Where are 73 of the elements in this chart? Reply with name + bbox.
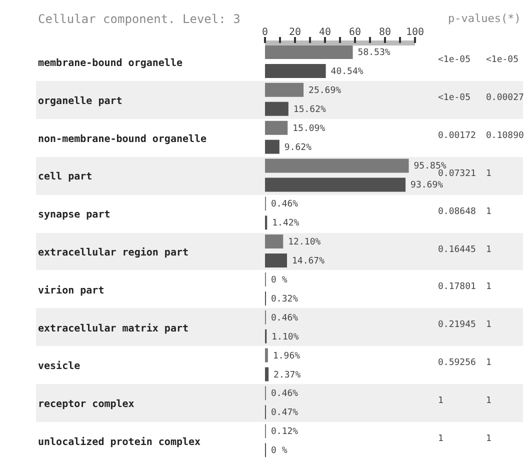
- x-tick-label: 40: [318, 27, 332, 38]
- text: <1e-05: [486, 54, 519, 65]
- text: 0.07321: [438, 168, 476, 179]
- data-label: 1.42%: [272, 218, 300, 229]
- data-label: 58.53%: [358, 48, 391, 58]
- bar: [265, 254, 288, 268]
- y-tick-label: virion part: [38, 284, 104, 296]
- data-label: 9.62%: [284, 142, 312, 153]
- text: 1: [486, 320, 492, 330]
- data-label: 0.12%: [271, 427, 299, 438]
- text: <1e-05: [438, 92, 471, 103]
- y-tick-label: receptor complex: [38, 399, 134, 410]
- data-label: 93.69%: [410, 180, 444, 191]
- bar: [265, 348, 268, 362]
- text: 0.17801: [438, 282, 476, 292]
- bar: [265, 64, 326, 78]
- bar: [265, 102, 288, 116]
- bar: [265, 158, 409, 173]
- text: 0.21945: [438, 320, 476, 330]
- data-label: 0 %: [271, 446, 288, 456]
- text: 0.59256: [438, 358, 476, 368]
- data-label: 0.46%: [271, 389, 299, 400]
- text: 0.08648: [438, 206, 476, 217]
- data-label: 1.96%: [272, 351, 301, 362]
- text: 1: [438, 434, 444, 444]
- x-tick-label: 20: [288, 27, 302, 38]
- y-tick-label: extracellular matrix part: [38, 322, 189, 334]
- data-label: 0.46%: [271, 313, 299, 324]
- text: 1: [486, 244, 492, 254]
- bar: [265, 178, 406, 192]
- data-label: 0 %: [271, 275, 288, 286]
- bar: [265, 234, 284, 249]
- x-tick-label: 80: [378, 27, 392, 38]
- bar: [265, 120, 288, 135]
- bar: [265, 140, 280, 154]
- data-label: 0.32%: [271, 294, 299, 304]
- text: 1: [486, 282, 492, 292]
- data-label: 40.54%: [330, 67, 364, 77]
- data-label: 25.69%: [308, 86, 342, 96]
- text: 0.10890: [486, 130, 524, 141]
- y-tick-label: membrane-bound organelle: [38, 58, 182, 69]
- bar: [265, 82, 304, 97]
- y-tick-label: vesicle: [38, 360, 80, 372]
- text: 1: [438, 396, 444, 406]
- text: 1: [486, 206, 492, 217]
- text: p-values(*): [448, 12, 521, 25]
- data-label: 15.62%: [293, 104, 327, 115]
- y-tick-label: cell part: [38, 172, 92, 183]
- data-label: 0.46%: [271, 200, 299, 210]
- bar: [265, 367, 269, 382]
- text: 1: [486, 168, 492, 179]
- x-tick-label: 60: [348, 27, 362, 38]
- data-label: 12.10%: [288, 238, 322, 248]
- y-tick-label: synapse part: [38, 210, 110, 221]
- x-tick-label: 0: [262, 27, 268, 38]
- text: 1: [486, 358, 492, 368]
- data-label: 15.09%: [292, 124, 326, 134]
- y-tick-label: non-membrane-bound organelle: [38, 134, 207, 145]
- data-label: 1.10%: [272, 332, 300, 342]
- y-tick-label: extracellular region part: [38, 246, 189, 258]
- x-tick-label: 100: [406, 27, 424, 38]
- data-label: 0.47%: [271, 408, 299, 418]
- text: 1: [486, 396, 492, 406]
- y-tick-label: organelle part: [38, 96, 122, 107]
- text: 0.16445: [438, 244, 476, 254]
- data-label: 2.37%: [274, 370, 302, 380]
- text: 0.00172: [438, 130, 476, 141]
- text: 1: [486, 434, 492, 444]
- y-tick-label: unlocalized protein complex: [38, 436, 201, 448]
- text: Cellular component. Level: 3: [38, 12, 240, 26]
- text: <1e-05: [438, 54, 471, 65]
- text: 0.00027: [486, 92, 524, 103]
- data-label: 14.67%: [292, 256, 326, 267]
